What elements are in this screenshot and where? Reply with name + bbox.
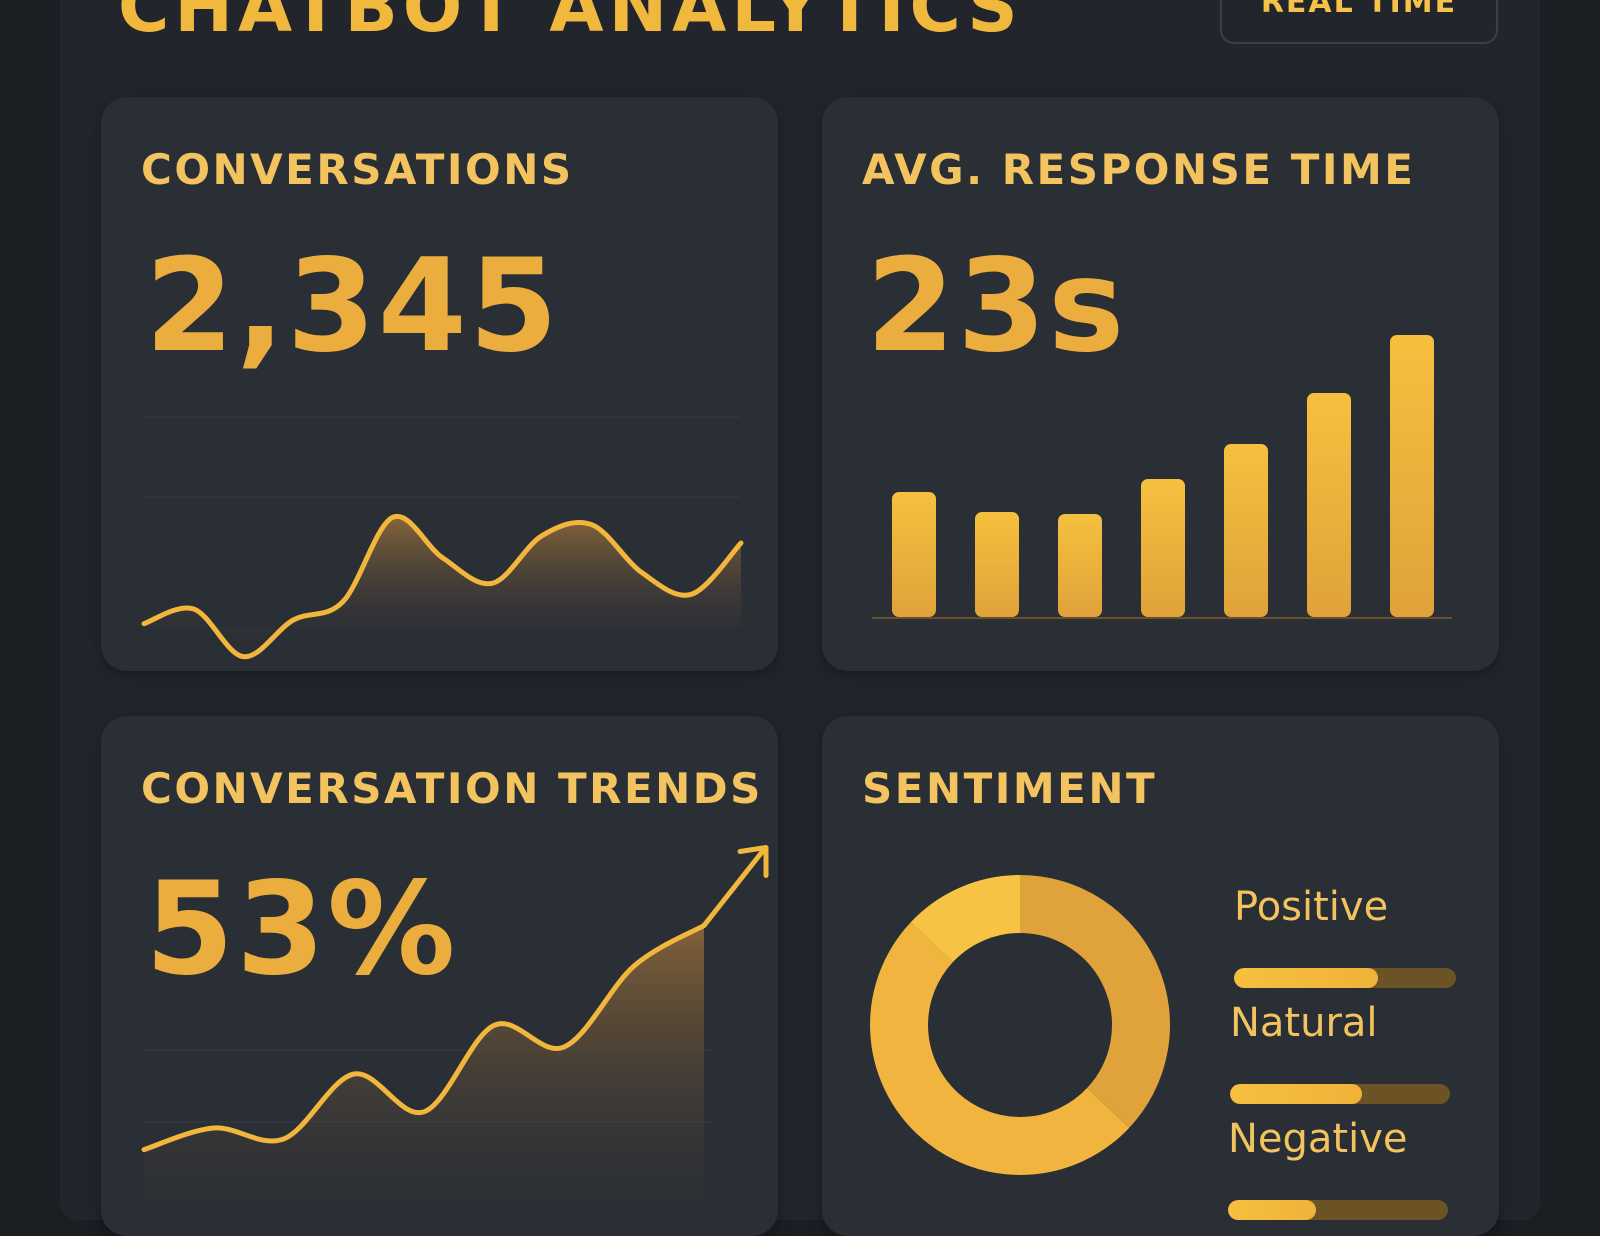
bar-7 (1390, 335, 1434, 617)
area-fill (144, 516, 741, 656)
real-time-button[interactable]: REAL TIME (1220, 0, 1498, 44)
legend-fill-negative (1228, 1200, 1316, 1220)
trend-area-fill (144, 926, 704, 1236)
trend-up-arrow-icon (704, 848, 766, 926)
bar-1 (892, 492, 936, 617)
response-time-bar-chart (822, 97, 1499, 671)
page-title: CHATBOT ANALYTICS (118, 0, 1023, 48)
donut-slice-natural (899, 942, 1108, 1146)
bar-3 (1058, 514, 1102, 617)
bar-4 (1141, 479, 1185, 617)
bar-5 (1224, 444, 1268, 617)
bar-6 (1307, 393, 1351, 617)
legend-bar-natural (1230, 1084, 1450, 1104)
legend-label-natural: Natural (1230, 1000, 1378, 1046)
conversations-card: CONVERSATIONS 2,345 (101, 97, 778, 671)
response-time-card: AVG. RESPONSE TIME 23s (822, 97, 1499, 671)
legend-fill-positive (1234, 968, 1378, 988)
trends-line-chart (101, 716, 778, 1236)
bar-2 (975, 512, 1019, 617)
legend-bar-negative (1228, 1200, 1448, 1220)
sentiment-card: SENTIMENT Positive Natural Negative (822, 716, 1499, 1236)
legend-fill-natural (1230, 1084, 1362, 1104)
legend-label-positive: Positive (1234, 884, 1388, 930)
legend-bar-positive (1234, 968, 1456, 988)
donut-slice-negative (932, 904, 1020, 942)
conversations-area-chart (101, 97, 778, 671)
donut-slice-positive (1020, 904, 1141, 1108)
trends-card: CONVERSATION TRENDS 53% (101, 716, 778, 1236)
legend-label-negative: Negative (1228, 1116, 1408, 1162)
